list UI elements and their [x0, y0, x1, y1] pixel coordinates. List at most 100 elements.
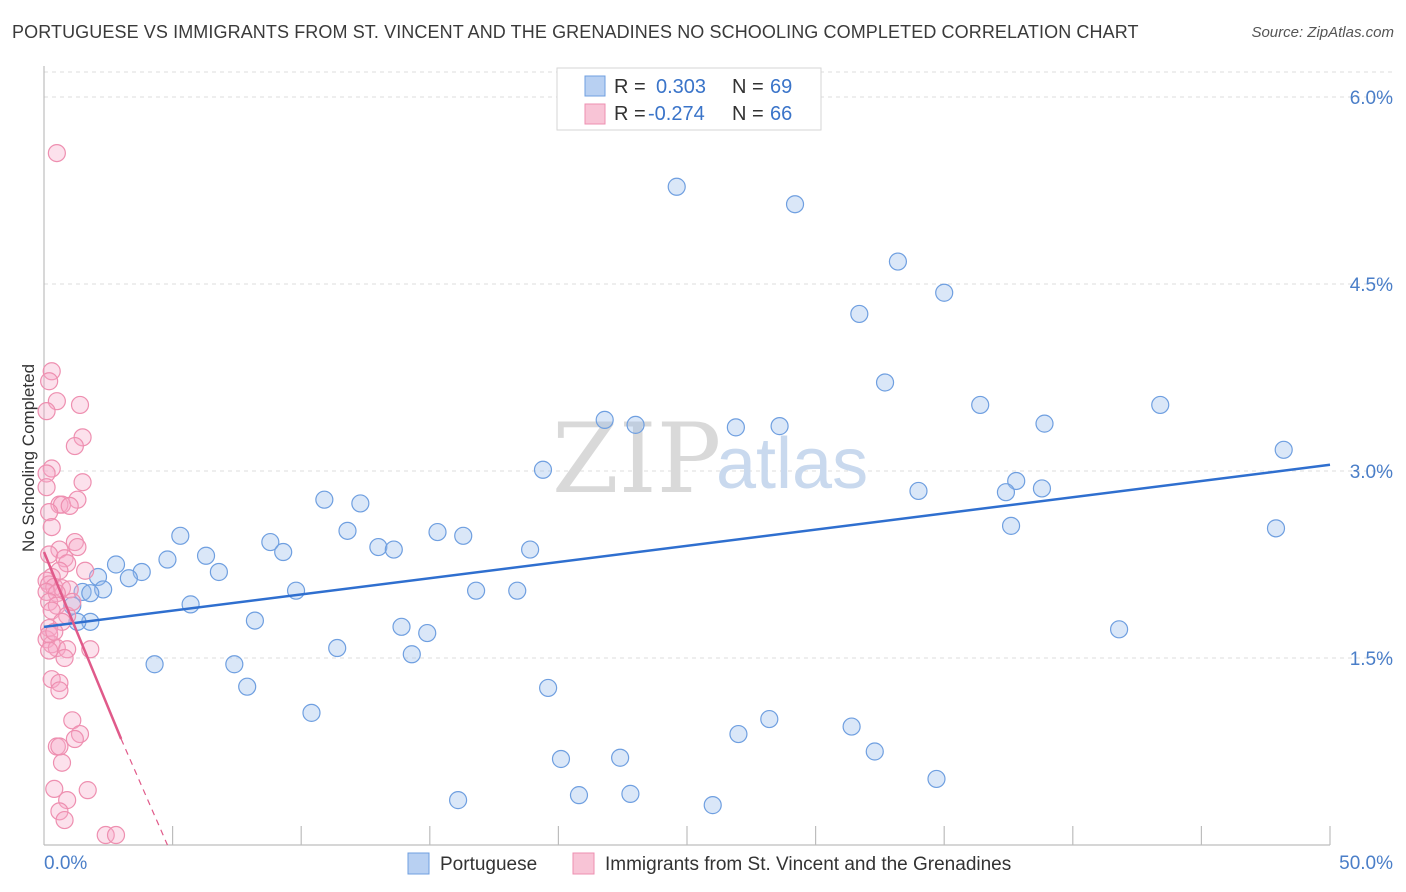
point-immigrants-10	[73, 473, 92, 492]
immigrant-points	[37, 144, 126, 845]
point-portuguese-14	[533, 460, 553, 479]
point-portuguese-61	[842, 717, 861, 736]
point-portuguese-54	[402, 645, 421, 664]
point-portuguese-22	[1001, 516, 1021, 535]
point-portuguese-41	[466, 581, 486, 600]
point-immigrants-21	[40, 545, 59, 564]
chart-title: PORTUGUESE VS IMMIGRANTS FROM ST. VINCEN…	[12, 22, 1139, 42]
point-immigrants-45	[40, 641, 59, 660]
point-portuguese-24	[428, 522, 447, 542]
point-immigrants-59	[55, 810, 74, 830]
point-portuguese-10	[626, 415, 645, 434]
point-portuguese-15	[1007, 471, 1026, 491]
point-immigrants-7	[65, 436, 84, 456]
legend-r-label-2: R =	[614, 103, 646, 125]
point-immigrants-47	[50, 673, 69, 693]
point-immigrants-11	[37, 478, 56, 497]
point-immigrants-15	[60, 496, 79, 516]
point-immigrants-55	[45, 779, 64, 799]
point-immigrants-2	[40, 372, 59, 391]
point-portuguese-67	[621, 784, 640, 803]
point-portuguese-11	[726, 418, 745, 437]
point-portuguese-55	[145, 655, 164, 674]
bottom-swatch-portuguese	[407, 852, 430, 875]
bottom-legend-immigrants: Immigrants from St. Vincent and the Gren…	[605, 854, 1011, 875]
point-portuguese-68	[569, 786, 589, 805]
point-portuguese-28	[369, 537, 388, 557]
legend-r-label-1: R =	[614, 76, 646, 98]
point-portuguese-64	[551, 749, 571, 769]
point-immigrants-63	[45, 622, 64, 641]
point-portuguese-3	[935, 283, 954, 302]
point-immigrants-24	[76, 561, 95, 580]
point-portuguese-44	[81, 584, 100, 603]
axes	[43, 66, 1331, 846]
point-portuguese-19	[315, 490, 334, 509]
point-portuguese-36	[209, 562, 228, 582]
watermark-atlas: atlas	[716, 424, 868, 504]
point-portuguese-20	[351, 494, 370, 513]
point-portuguese-50	[392, 617, 411, 636]
watermark: ZIP atlas	[552, 403, 868, 515]
watermark-zip: ZIP	[552, 403, 721, 515]
point-immigrants-4	[70, 395, 90, 415]
legend-r-value-1: 0.303	[656, 76, 706, 98]
point-portuguese-32	[196, 546, 216, 565]
point-immigrants-20	[50, 540, 69, 559]
point-portuguese-2	[888, 252, 908, 271]
bottom-legend: Portuguese Immigrants from St. Vincent a…	[407, 852, 1011, 875]
point-immigrants-18	[65, 532, 84, 552]
point-immigrants-8	[42, 459, 61, 478]
point-immigrants-54	[52, 753, 72, 772]
legend-swatch-portuguese	[584, 75, 606, 97]
point-portuguese-34	[106, 555, 126, 574]
point-portuguese-69	[448, 791, 468, 810]
point-portuguese-27	[261, 532, 280, 552]
legend-n-label-2: N =	[732, 103, 764, 125]
legend-swatch-immigrants	[584, 103, 606, 125]
point-portuguese-31	[274, 542, 293, 562]
point-immigrants-9	[37, 464, 56, 483]
x-tick-min: 0.0%	[44, 853, 87, 874]
point-immigrants-50	[70, 724, 90, 744]
point-portuguese-59	[302, 703, 321, 722]
point-portuguese-62	[729, 724, 748, 744]
point-immigrants-60	[96, 825, 115, 845]
legend-n-value-2: 66	[770, 103, 792, 125]
point-immigrants-56	[78, 781, 97, 800]
point-portuguese-42	[508, 581, 527, 600]
point-portuguese-5	[875, 373, 895, 392]
source-note: Source: ZipAtlas.com	[1251, 24, 1394, 41]
point-immigrants-16	[40, 503, 59, 522]
point-immigrants-61	[106, 825, 126, 845]
bottom-swatch-immigrants	[572, 852, 595, 875]
y-axis-label: No Schooling Completed	[19, 364, 38, 552]
point-immigrants-53	[50, 737, 69, 756]
point-portuguese-58	[539, 678, 558, 698]
point-portuguese-51	[1109, 620, 1129, 639]
x-tick-max: 50.0%	[1339, 853, 1393, 874]
point-portuguese-4	[850, 304, 869, 324]
point-immigrants-19	[68, 537, 87, 557]
point-portuguese-60	[760, 709, 779, 729]
y-tick-label-1: 3.0%	[1350, 462, 1393, 483]
point-portuguese-6	[971, 395, 990, 415]
point-immigrants-49	[63, 711, 82, 730]
point-portuguese-52	[418, 623, 437, 643]
point-portuguese-16	[1032, 479, 1052, 498]
grid-lines	[44, 71, 1393, 659]
point-immigrants-0	[47, 144, 66, 163]
point-portuguese-38	[119, 569, 138, 588]
point-portuguese-30	[521, 540, 540, 559]
y-tick-labels: 1.5% 3.0% 4.5% 6.0%	[1350, 88, 1393, 670]
bottom-legend-portuguese: Portuguese	[440, 854, 537, 875]
legend-n-value-1: 69	[770, 76, 792, 98]
point-immigrants-48	[50, 681, 69, 700]
point-immigrants-58	[50, 802, 69, 821]
point-portuguese-17	[909, 481, 928, 501]
legend-r-value-2: -0.274	[648, 103, 705, 125]
point-portuguese-9	[595, 410, 614, 429]
point-portuguese-70	[703, 796, 722, 815]
point-immigrants-5	[37, 402, 56, 421]
